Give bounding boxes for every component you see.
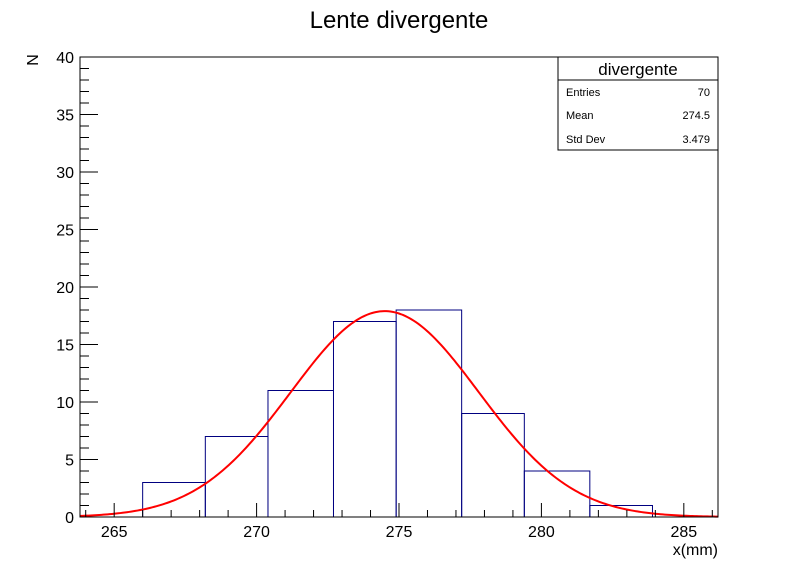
histogram-bin-3 <box>332 321 397 518</box>
x-tick-label: 280 <box>528 524 555 541</box>
y-tick-label: 10 <box>56 395 74 412</box>
x-tick-label: 275 <box>386 524 413 541</box>
x-tick-label: 270 <box>243 524 270 541</box>
y-tick-label: 0 <box>65 510 74 527</box>
y-tick-label: 35 <box>56 108 74 125</box>
x-axis: 265 270 275 280 285 <box>85 503 713 541</box>
stats-box: divergente Entries 70 Mean 274.5 Std Dev… <box>557 56 719 151</box>
stats-entries-label: Entries <box>566 87 601 99</box>
stats-mean-value: 274.5 <box>682 110 710 122</box>
y-tick-label: 5 <box>65 453 74 470</box>
y-tick-label: 15 <box>56 338 74 355</box>
stats-box-title: divergente <box>598 60 677 79</box>
x-axis-label: x(mm) <box>673 542 718 559</box>
stats-stddev-value: 3.479 <box>682 134 710 146</box>
gaussian-fit-curve <box>79 310 719 518</box>
histogram-bin-5 <box>461 413 525 518</box>
histogram-layer <box>142 309 653 518</box>
y-tick-label: 25 <box>56 223 74 240</box>
x-tick-label: 285 <box>670 524 697 541</box>
y-tick-label: 30 <box>56 165 74 182</box>
histogram-bin-4 <box>395 309 463 518</box>
y-tick-label: 40 <box>56 50 74 67</box>
stats-stddev-label: Std Dev <box>566 134 606 146</box>
y-tick-label: 20 <box>56 280 74 297</box>
fit-layer <box>79 310 719 518</box>
y-axis-label: N <box>25 54 42 66</box>
chart-title: Lente divergente <box>310 7 489 34</box>
y-axis: 0 5 10 15 20 25 30 35 40 <box>56 50 98 527</box>
x-tick-label: 265 <box>101 524 128 541</box>
stats-entries-value: 70 <box>698 87 710 99</box>
histogram-bin-7 <box>589 505 653 518</box>
stats-mean-label: Mean <box>566 110 594 122</box>
stats-box-frame <box>557 56 719 151</box>
